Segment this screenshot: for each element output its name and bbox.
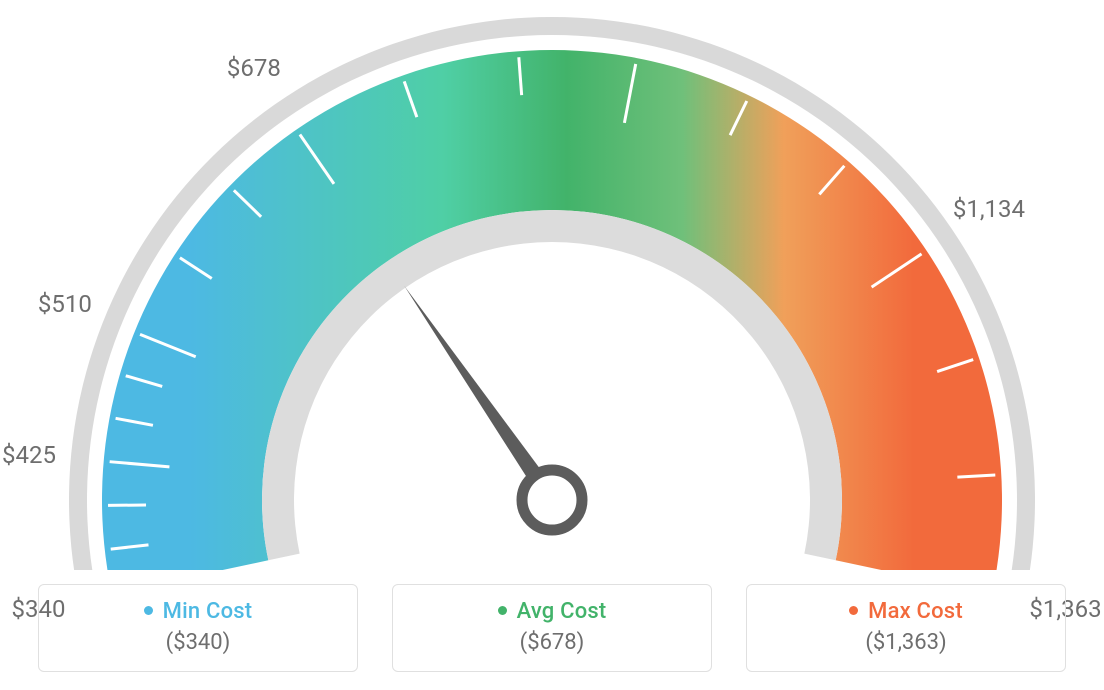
legend-value-avg: ($678) xyxy=(393,630,711,655)
gauge-tick-label: $678 xyxy=(227,54,281,82)
legend-dot-avg xyxy=(498,606,507,615)
gauge-stage: $340$425$510$678$906$1,134$1,363 xyxy=(0,0,1104,570)
gauge-svg xyxy=(0,0,1104,570)
gauge-tick-label: $425 xyxy=(2,441,56,469)
legend-title-min: Min Cost xyxy=(39,599,357,624)
legend-value-max: ($1,363) xyxy=(747,630,1065,655)
cost-gauge-widget: $340$425$510$678$906$1,134$1,363 Min Cos… xyxy=(0,0,1104,690)
gauge-tick-label: $1,134 xyxy=(953,195,1025,223)
legend-row: Min Cost ($340) Avg Cost ($678) Max Cost… xyxy=(0,584,1104,672)
gauge-tick-label: $510 xyxy=(38,290,92,318)
gauge-minor-tick xyxy=(957,475,995,477)
legend-card-avg: Avg Cost ($678) xyxy=(392,584,712,672)
legend-value-min: ($340) xyxy=(39,630,357,655)
legend-card-min: Min Cost ($340) xyxy=(38,584,358,672)
legend-title-avg-text: Avg Cost xyxy=(517,599,607,624)
legend-dot-min xyxy=(144,606,153,615)
legend-title-min-text: Min Cost xyxy=(163,599,253,624)
legend-dot-max xyxy=(849,606,858,615)
legend-title-avg: Avg Cost xyxy=(393,599,711,624)
gauge-needle-hub xyxy=(522,470,582,530)
legend-title-max-text: Max Cost xyxy=(868,599,963,624)
legend-title-max: Max Cost xyxy=(747,599,1065,624)
legend-card-max: Max Cost ($1,363) xyxy=(746,584,1066,672)
